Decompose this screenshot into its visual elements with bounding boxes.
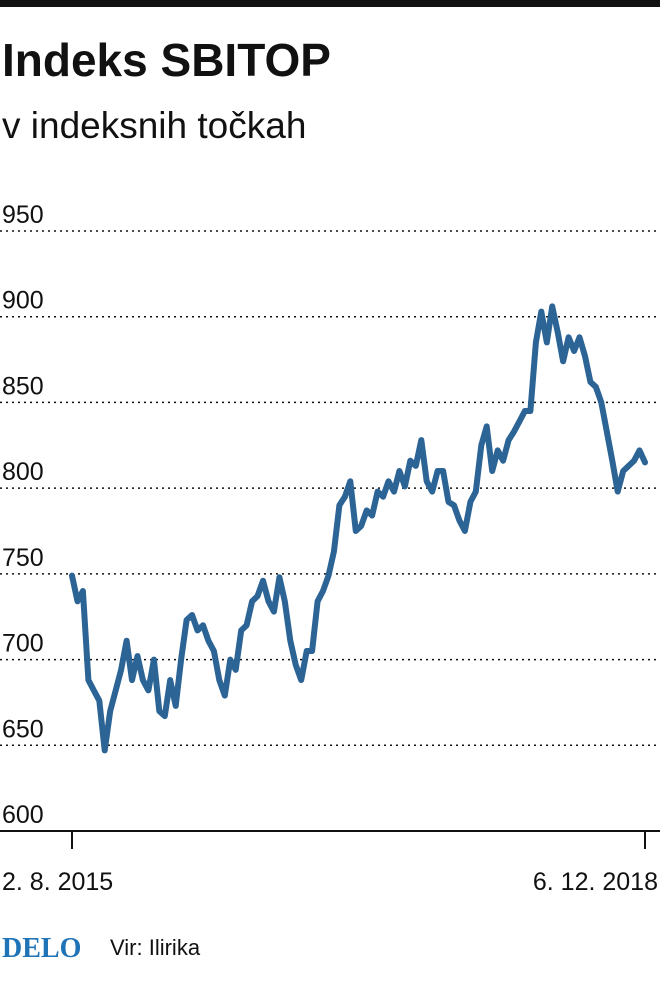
y-tick-label: 700: [2, 630, 44, 658]
y-tick-label: 850: [2, 372, 44, 400]
y-tick-label: 800: [2, 458, 44, 486]
x-tick-label: 6. 12. 2018: [533, 868, 658, 896]
y-tick-label: 900: [2, 287, 44, 315]
line: [69, 303, 648, 754]
y-tick-label: 650: [2, 715, 44, 743]
chart-subtitle: v indeksnih točkah: [2, 105, 306, 146]
chart-title: Indeks SBITOP: [2, 34, 331, 86]
y-tick-label: 750: [2, 544, 44, 572]
logo: DELO: [2, 933, 81, 964]
source: Vir: Ilirika: [110, 935, 201, 960]
y-tick-label: 950: [2, 201, 44, 229]
top-bar: [0, 0, 660, 7]
y-tick-label: 600: [2, 801, 44, 829]
x-tick-label: 2. 8. 2015: [2, 868, 113, 896]
